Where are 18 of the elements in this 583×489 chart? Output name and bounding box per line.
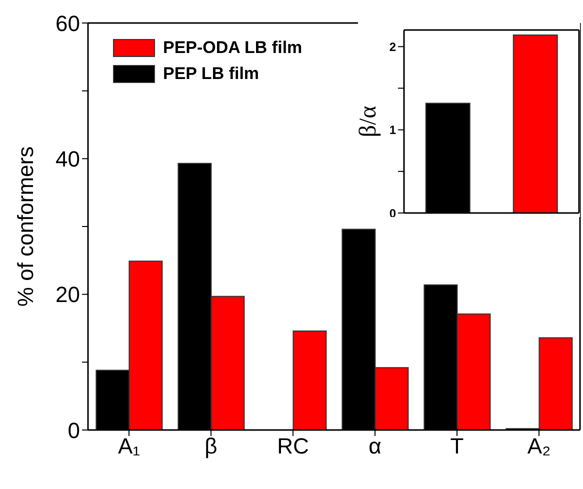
x-tick-label: RC: [277, 434, 309, 459]
x-tick-label: β: [204, 434, 218, 459]
y-tick-label: 0: [389, 206, 396, 220]
y-tick-label: 40: [56, 146, 80, 172]
x-tick-label: α: [368, 434, 382, 459]
y-tick-label: 1: [389, 123, 396, 138]
bar: [292, 330, 327, 430]
legend-label: PEP LB film: [163, 64, 260, 84]
x-tick-label: A₂: [527, 434, 551, 459]
y-tick-label: 20: [56, 282, 80, 308]
y-axis-title: β/α: [356, 105, 382, 138]
x-tick-label: A₁: [118, 434, 140, 459]
y-tick-label: 60: [56, 10, 80, 36]
legend-label: PEP-ODA LB film: [163, 38, 302, 58]
x-tick-label: T: [450, 434, 464, 459]
y-tick-label: 2: [389, 40, 396, 54]
y-tick-label: 0: [68, 418, 80, 443]
y-axis-title: % of conformers: [12, 146, 38, 307]
